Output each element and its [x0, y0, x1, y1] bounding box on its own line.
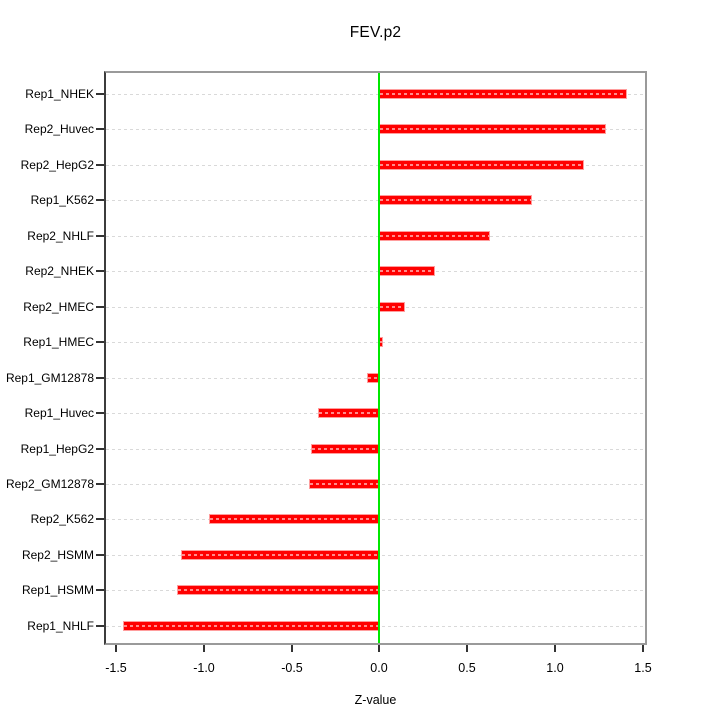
x-tick-label: 0.5: [458, 661, 476, 675]
zero-line: [378, 73, 380, 643]
y-tick-label: Rep2_HMEC: [23, 300, 94, 314]
x-tick: [291, 645, 293, 652]
x-tick: [554, 645, 556, 652]
bar-grid-overlay: [368, 377, 378, 379]
bar-Rep2_NHLF: [379, 231, 490, 241]
y-tick: [96, 589, 104, 591]
y-tick-label: Rep1_NHEK: [25, 87, 94, 101]
chart-title: FEV.p2: [349, 24, 402, 41]
y-tick-label: Rep1_K562: [30, 193, 94, 207]
gridline: [106, 165, 645, 166]
x-tick: [642, 645, 644, 652]
bar-grid-overlay: [380, 199, 531, 201]
bar-grid-overlay: [182, 554, 378, 556]
y-tick: [96, 518, 104, 520]
y-tick: [96, 199, 104, 201]
bar-Rep2_HMEC: [379, 302, 405, 312]
y-tick-label: Rep2_HepG2: [20, 158, 94, 172]
bar-Rep2_Huvec: [379, 124, 606, 134]
x-tick-label: -1.5: [105, 661, 127, 675]
x-axis-title: Z-value: [354, 693, 397, 707]
bar-grid-overlay: [380, 306, 404, 308]
y-tick: [96, 270, 104, 272]
y-tick-label: Rep2_GM12878: [5, 477, 94, 491]
bar-grid-overlay: [310, 483, 378, 485]
x-tick-label: -0.5: [281, 661, 303, 675]
bar-Rep1_HSMM: [177, 585, 379, 595]
y-tick: [96, 341, 104, 343]
y-tick-label: Rep1_HepG2: [20, 442, 94, 456]
y-tick: [96, 554, 104, 556]
bar-Rep2_NHEK: [379, 266, 435, 276]
y-tick-label: Rep2_NHEK: [25, 264, 94, 278]
y-tick: [96, 93, 104, 95]
bar-grid-overlay: [380, 235, 489, 237]
bar-Rep1_NHLF: [123, 621, 379, 631]
y-tick: [96, 483, 104, 485]
x-tick-label: 1.0: [546, 661, 564, 675]
bar-grid-overlay: [312, 448, 378, 450]
bar-grid-overlay: [124, 625, 378, 627]
x-tick-label: -1.0: [193, 661, 215, 675]
bar-Rep1_HepG2: [311, 444, 379, 454]
y-tick: [96, 235, 104, 237]
bar-Rep1_K562: [379, 195, 532, 205]
y-tick: [96, 128, 104, 130]
plot-area: [104, 71, 647, 645]
y-tick-label: Rep1_GM12878: [5, 371, 94, 385]
bar-grid-overlay: [380, 341, 382, 343]
y-tick: [96, 412, 104, 414]
bar-Rep2_GM12878: [309, 479, 379, 489]
x-tick-label: 1.5: [634, 661, 652, 675]
bar-grid-overlay: [210, 518, 378, 520]
y-tick-label: Rep2_NHLF: [27, 229, 94, 243]
bar-grid-overlay: [380, 128, 605, 130]
bar-grid-overlay: [380, 270, 434, 272]
bar-grid-overlay: [178, 589, 378, 591]
bar-Rep1_Huvec: [318, 408, 379, 418]
gridline: [106, 200, 645, 201]
bar-Rep2_HSMM: [181, 550, 379, 560]
bar-grid-overlay: [319, 412, 378, 414]
y-tick: [96, 625, 104, 627]
y-tick-label: Rep1_HMEC: [23, 335, 94, 349]
bar-Rep2_K562: [209, 514, 379, 524]
gridline: [106, 94, 645, 95]
y-tick: [96, 377, 104, 379]
y-tick-label: Rep1_HSMM: [21, 583, 94, 597]
bar-Rep2_HepG2: [379, 160, 584, 170]
x-tick: [203, 645, 205, 652]
gridline: [106, 236, 645, 237]
x-tick: [466, 645, 468, 652]
gridline: [106, 129, 645, 130]
y-tick: [96, 164, 104, 166]
y-tick-label: Rep1_NHLF: [27, 619, 94, 633]
y-tick: [96, 306, 104, 308]
y-tick-label: Rep1_Huvec: [24, 406, 94, 420]
gridline: [106, 342, 645, 343]
x-tick: [378, 645, 380, 652]
y-tick-label: Rep2_Huvec: [24, 122, 94, 136]
x-tick-label: 0.0: [370, 661, 388, 675]
y-tick-label: Rep2_HSMM: [21, 548, 94, 562]
bar-grid-overlay: [380, 164, 583, 166]
bar-grid-overlay: [380, 93, 626, 95]
y-tick-label: Rep2_K562: [30, 512, 94, 526]
gridline: [106, 271, 645, 272]
y-tick: [96, 448, 104, 450]
gridline: [106, 307, 645, 308]
x-tick: [115, 645, 117, 652]
bar-Rep1_NHEK: [379, 89, 627, 99]
